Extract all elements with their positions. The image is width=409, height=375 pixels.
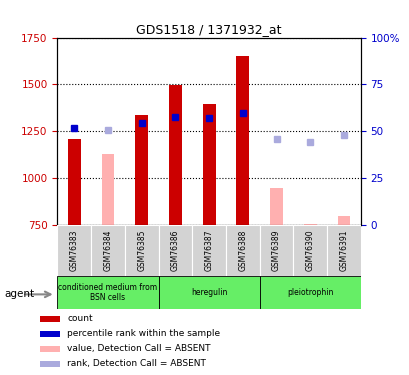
Title: GDS1518 / 1371932_at: GDS1518 / 1371932_at bbox=[136, 23, 281, 36]
Text: GSM76391: GSM76391 bbox=[339, 230, 348, 271]
Text: agent: agent bbox=[4, 290, 34, 299]
Bar bbox=[124, 225, 158, 276]
Bar bbox=[135, 116, 148, 225]
Text: value, Detection Call = ABSENT: value, Detection Call = ABSENT bbox=[67, 344, 210, 353]
Bar bbox=[40, 316, 60, 322]
Text: GSM76388: GSM76388 bbox=[238, 230, 247, 271]
Bar bbox=[169, 86, 181, 225]
Bar bbox=[40, 331, 60, 337]
Bar bbox=[57, 225, 91, 276]
Bar bbox=[303, 224, 316, 225]
Bar bbox=[40, 361, 60, 367]
Text: pleiotrophin: pleiotrophin bbox=[286, 288, 333, 297]
Bar bbox=[270, 188, 282, 225]
Bar bbox=[40, 346, 60, 352]
Bar bbox=[225, 225, 259, 276]
Text: rank, Detection Call = ABSENT: rank, Detection Call = ABSENT bbox=[67, 359, 205, 368]
Bar bbox=[91, 225, 124, 276]
Text: GSM76389: GSM76389 bbox=[271, 230, 280, 271]
Bar bbox=[259, 225, 293, 276]
Bar bbox=[67, 139, 81, 225]
Bar bbox=[202, 104, 215, 225]
Text: percentile rank within the sample: percentile rank within the sample bbox=[67, 329, 220, 338]
Text: GSM76386: GSM76386 bbox=[171, 230, 180, 271]
Bar bbox=[259, 276, 360, 309]
Text: GSM76387: GSM76387 bbox=[204, 230, 213, 271]
Text: heregulin: heregulin bbox=[191, 288, 227, 297]
Text: GSM76390: GSM76390 bbox=[305, 230, 314, 271]
Bar bbox=[236, 56, 249, 225]
Bar bbox=[101, 154, 114, 225]
Text: GSM76385: GSM76385 bbox=[137, 230, 146, 271]
Bar bbox=[192, 225, 225, 276]
Text: GSM76383: GSM76383 bbox=[70, 230, 79, 271]
Text: GSM76384: GSM76384 bbox=[103, 230, 112, 271]
Bar bbox=[158, 276, 259, 309]
Bar bbox=[57, 276, 158, 309]
Bar bbox=[293, 225, 326, 276]
Bar bbox=[158, 225, 192, 276]
Text: count: count bbox=[67, 314, 92, 323]
Bar bbox=[326, 225, 360, 276]
Text: conditioned medium from
BSN cells: conditioned medium from BSN cells bbox=[58, 283, 157, 302]
Bar bbox=[337, 216, 350, 225]
